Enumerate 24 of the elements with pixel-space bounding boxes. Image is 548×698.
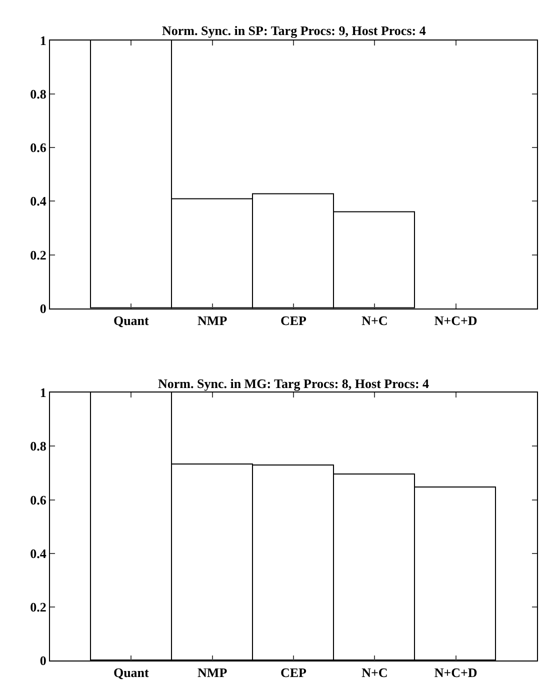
x-tick-label: NMP xyxy=(198,312,228,328)
y-tick-label: 0.8 xyxy=(30,86,47,102)
y-tick-label: 0.4 xyxy=(30,194,47,209)
y-tick-label: 0 xyxy=(40,653,46,668)
x-tick-label: N+C+D xyxy=(434,665,478,680)
x-tick-label: CEP xyxy=(280,312,307,328)
x-tick-label: NMP xyxy=(198,665,228,680)
y-tick-label: 0.2 xyxy=(30,600,46,615)
y-tick-label: 1 xyxy=(40,385,46,400)
x-tick-label: CEP xyxy=(280,665,307,680)
x-tick-label: Quant xyxy=(113,312,150,328)
y-tick-label: 0.2 xyxy=(30,247,46,262)
y-tick-label: 0.6 xyxy=(30,140,47,156)
x-tick-label: Quant xyxy=(113,665,150,680)
x-tick-label: N+C+D xyxy=(434,312,478,328)
y-tick-label: 1 xyxy=(40,32,46,48)
chart-title: Norm. Sync. in MG: Targ Procs: 8, Host Procs: 4 xyxy=(158,376,430,391)
x-tick-label: N+C xyxy=(362,312,388,328)
y-tick-label: 0.4 xyxy=(30,546,47,561)
y-tick-label: 0 xyxy=(40,300,46,316)
y-tick-label: 0.6 xyxy=(30,492,47,508)
chart-title: Norm. Sync. in SP: Targ Procs: 9, Host Procs: 4 xyxy=(162,23,426,38)
y-tick-label: 0.8 xyxy=(30,438,47,454)
x-tick-label: N+C xyxy=(362,665,388,680)
